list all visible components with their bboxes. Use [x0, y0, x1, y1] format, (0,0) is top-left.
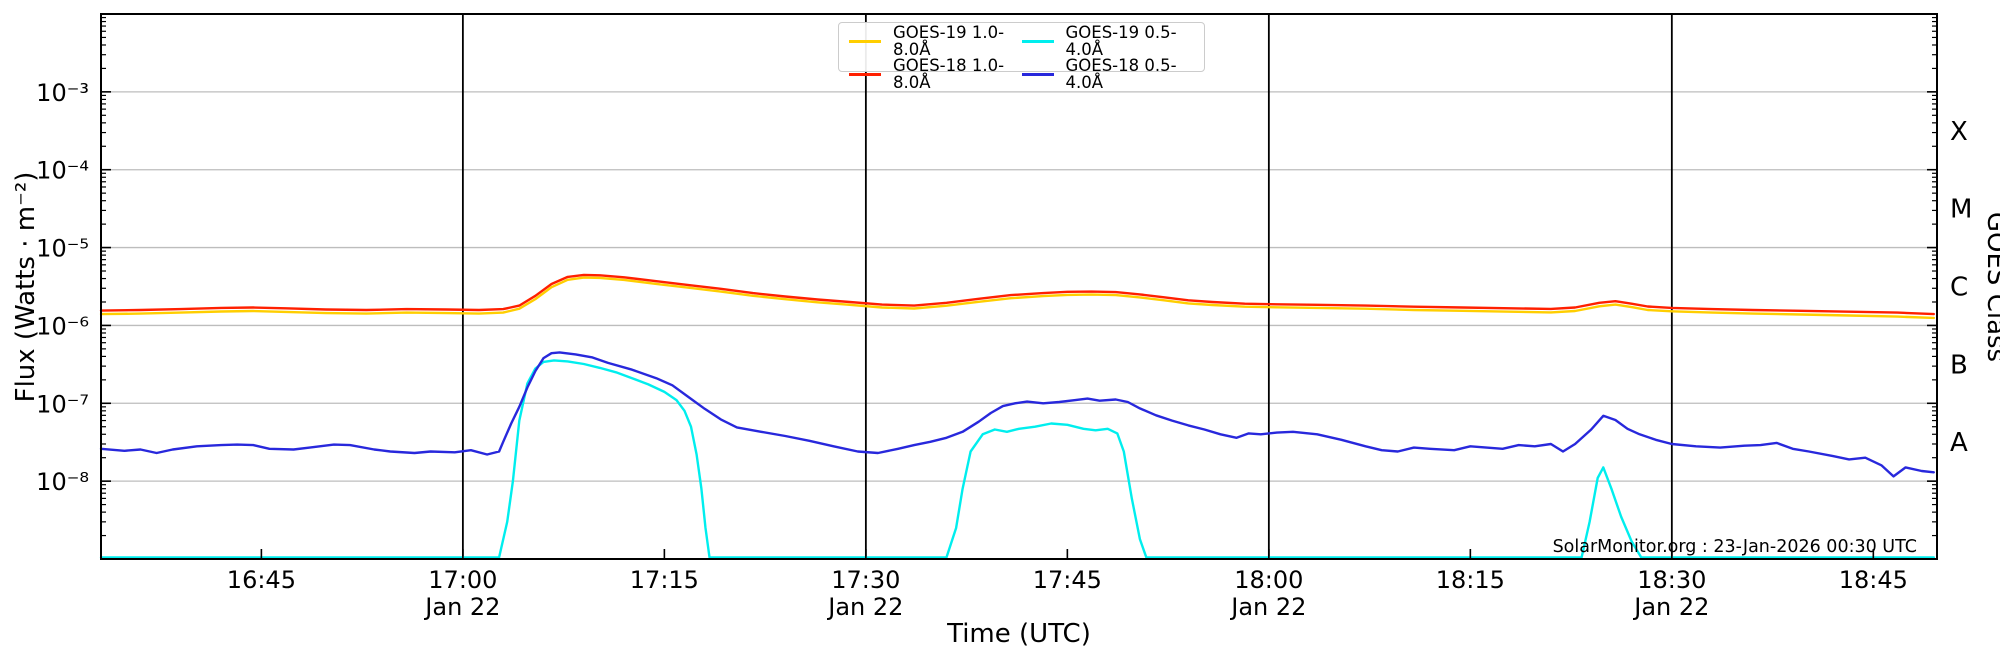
x-tick-date-label: Jan 22 [826, 593, 903, 621]
y-axis-title: Flux (Watts · m⁻²) [11, 172, 41, 403]
goes18-long-line-swatch [849, 73, 881, 76]
legend-item-goes19-long: GOES-19 1.0-8.0Å [849, 23, 1022, 59]
x-tick-label: 16:45 [227, 566, 296, 594]
x-tick-label: 18:45 [1839, 566, 1908, 594]
series-goes-19-0-5-4-0- [99, 359, 1936, 559]
legend-label: GOES-18 0.5-4.0Å [1065, 56, 1177, 92]
legend-item-goes18-long: GOES-18 1.0-8.0Å [849, 56, 1022, 92]
y-tick-label: 10⁻⁶ [36, 312, 89, 340]
x-tick-label: 18:00 [1234, 566, 1303, 594]
x-tick-label: 18:30 [1637, 566, 1706, 594]
plot-border [100, 13, 1938, 560]
x-tick-label: 18:15 [1436, 566, 1505, 594]
legend-item-goes19-short: GOES-19 0.5-4.0Å [1021, 23, 1195, 59]
legend-label: GOES-19 1.0-8.0Å [893, 23, 1005, 59]
right-axis-title: GOES Class [1981, 212, 2000, 362]
x-tick-label: 17:15 [630, 566, 699, 594]
y-tick-label: 10⁻⁷ [36, 390, 89, 418]
x-tick-label: 17:45 [1033, 566, 1102, 594]
legend-item-goes18-short: GOES-18 0.5-4.0Å [1021, 56, 1195, 92]
goes-class-label-b: B [1950, 350, 1968, 380]
goes19-short-line-swatch [1021, 40, 1054, 43]
goes-class-label-a: A [1950, 428, 1968, 458]
goes-class-label-c: C [1950, 273, 1968, 303]
axis-ticks [101, 16, 1937, 559]
goes-class-label-x: X [1950, 117, 1968, 147]
y-tick-label: 10⁻⁵ [36, 235, 89, 263]
x-tick-date-label: Jan 22 [423, 593, 500, 621]
goes18-short-line-swatch [1021, 73, 1054, 76]
goes19-long-line-swatch [849, 40, 881, 43]
series [99, 273, 1936, 559]
x-axis-title: Time (UTC) [946, 619, 1091, 649]
x-tick-date-label: Jan 22 [1632, 593, 1709, 621]
y-tick-label: 10⁻⁴ [36, 157, 89, 185]
gridlines [101, 91, 1937, 482]
x-tick-label: 17:00 [428, 566, 497, 594]
series-goes-19-1-0-8-0- [99, 276, 1936, 320]
watermark-text: SolarMonitor.org : 23-Jan-2026 00:30 UTC [1553, 537, 1917, 557]
x-tick-label: 17:30 [831, 566, 900, 594]
goes-class-label-m: M [1950, 195, 1972, 225]
legend: GOES-19 1.0-8.0Å GOES-18 1.0-8.0Å GOES-1… [838, 22, 1205, 90]
series-goes-18-1-0-8-0- [99, 273, 1936, 316]
legend-label: GOES-19 0.5-4.0Å [1065, 23, 1177, 59]
y-tick-label: 10⁻³ [36, 79, 89, 107]
y-tick-label: 10⁻⁸ [36, 468, 89, 496]
series-goes-18-0-5-4-0- [99, 351, 1936, 478]
x-tick-date-label: Jan 22 [1229, 593, 1306, 621]
legend-label: GOES-18 1.0-8.0Å [893, 56, 1005, 92]
vertical-lines [461, 14, 1673, 559]
